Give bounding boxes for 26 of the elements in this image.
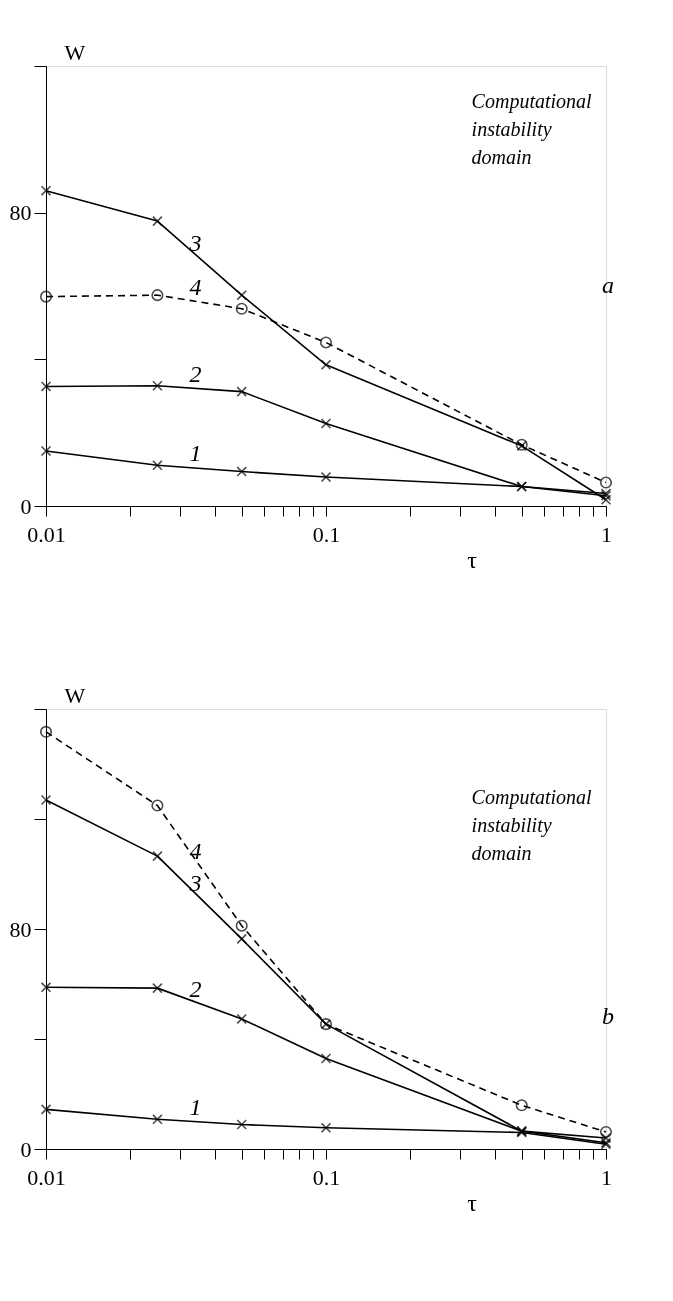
x-tick-label: 0.01 — [27, 1164, 66, 1190]
series-label: 2 — [189, 975, 202, 1002]
series-label: 1 — [189, 440, 202, 467]
annotation: b — [602, 1003, 614, 1029]
x-tick-label: 0.1 — [312, 521, 341, 547]
annotation: Computational instability domain — [471, 786, 593, 865]
series-label: 4 — [189, 837, 202, 864]
y-tick-label: 80 — [9, 200, 32, 226]
series-label: 4 — [189, 273, 202, 300]
series-label: 3 — [188, 869, 202, 896]
y-axis-title: W — [64, 39, 86, 65]
x-axis-title: τ — [467, 1189, 478, 1216]
annotation: a — [602, 272, 614, 298]
x-tick-label: 1 — [601, 521, 612, 547]
series-label: 1 — [189, 1093, 202, 1120]
y-tick-label: 0 — [20, 493, 32, 519]
y-tick-label: 80 — [9, 916, 32, 942]
y-axis-title: W — [64, 682, 86, 708]
x-tick-label: 0.1 — [312, 1164, 341, 1190]
series-label: 3 — [188, 230, 202, 257]
x-axis-title: τ — [467, 546, 478, 573]
x-tick-label: 0.01 — [27, 521, 66, 547]
x-tick-label: 1 — [601, 1164, 612, 1190]
series-label: 2 — [189, 360, 202, 387]
annotation: Computational instability domain — [471, 90, 593, 169]
y-tick-label: 0 — [20, 1136, 32, 1162]
